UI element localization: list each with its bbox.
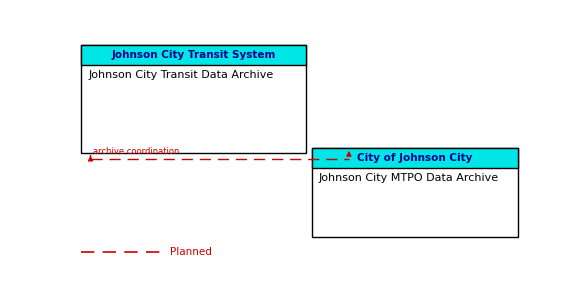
Bar — [312, 148, 519, 168]
Text: Johnson City MTPO Data Archive: Johnson City MTPO Data Archive — [319, 173, 499, 183]
Text: archive coordination: archive coordination — [93, 147, 179, 156]
Text: Johnson City Transit Data Archive: Johnson City Transit Data Archive — [88, 70, 274, 80]
Bar — [81, 45, 306, 153]
Bar — [312, 148, 519, 237]
Text: Johnson City Transit System: Johnson City Transit System — [112, 50, 276, 60]
Text: City of Johnson City: City of Johnson City — [357, 153, 473, 163]
Bar — [81, 45, 306, 65]
Text: Planned: Planned — [170, 247, 212, 257]
